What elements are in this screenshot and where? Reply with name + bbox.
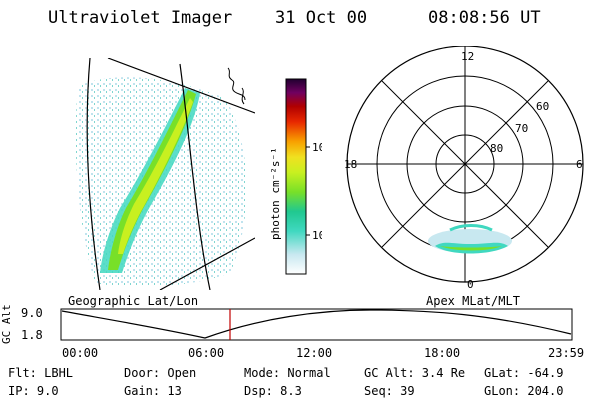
lat-label-70: 70	[515, 122, 528, 135]
info-door: Door: Open	[124, 366, 197, 380]
polar-panel-label: Apex MLat/MLT	[426, 294, 520, 308]
info-dsp: Dsp: 8.3	[244, 384, 302, 398]
altitude-ylabel: GC Alt	[0, 304, 13, 344]
polar-plot: 12 18 6 0 60 70 80	[344, 46, 584, 291]
colorbar-tick-100: 100	[312, 141, 322, 154]
time-label: 08:08:56 UT	[428, 8, 541, 28]
app-title: Ultraviolet Imager	[48, 8, 233, 28]
info-gain: Gain: 13	[124, 384, 182, 398]
lat-label-60: 60	[536, 100, 549, 113]
altitude-ytick-high: 9.0	[21, 306, 43, 320]
mlt-label-0: 0	[467, 278, 474, 291]
xtick-0000: 00:00	[62, 346, 99, 360]
mlt-label-12: 12	[461, 50, 474, 63]
mlt-label-18: 18	[344, 158, 357, 171]
info-seq: Seq: 39	[364, 384, 415, 398]
colorbar-unit-label: photon cm⁻²s⁻¹	[269, 147, 282, 240]
date-label: 31 Oct 00	[275, 8, 368, 28]
info-gc-alt: GC Alt: 3.4 Re	[364, 366, 466, 380]
geo-panel-label: Geographic Lat/Lon	[68, 294, 199, 308]
altitude-plot	[60, 308, 573, 341]
xtick-1800: 18:00	[424, 346, 461, 360]
geographic-image-panel	[75, 58, 255, 290]
altitude-ylabel-wrap: GC Alt	[0, 304, 16, 346]
mlt-label-6: 6	[576, 158, 583, 171]
xtick-1200: 12:00	[296, 346, 333, 360]
info-mode: Mode: Normal	[244, 366, 331, 380]
xtick-0600: 06:00	[188, 346, 225, 360]
colorbar: 100 10 photon cm⁻²s⁻¹	[269, 78, 322, 275]
info-glon: GLon: 204.0	[484, 384, 564, 398]
altitude-ytick-low: 1.8	[21, 328, 43, 342]
xtick-2359: 23:59	[548, 346, 585, 360]
colorbar-tick-10: 10	[312, 229, 322, 242]
info-ip: IP: 9.0	[8, 384, 59, 398]
info-filter: Flt: LBHL	[8, 366, 74, 380]
info-glat: GLat: -64.9	[484, 366, 564, 380]
lat-label-80: 80	[490, 142, 503, 155]
